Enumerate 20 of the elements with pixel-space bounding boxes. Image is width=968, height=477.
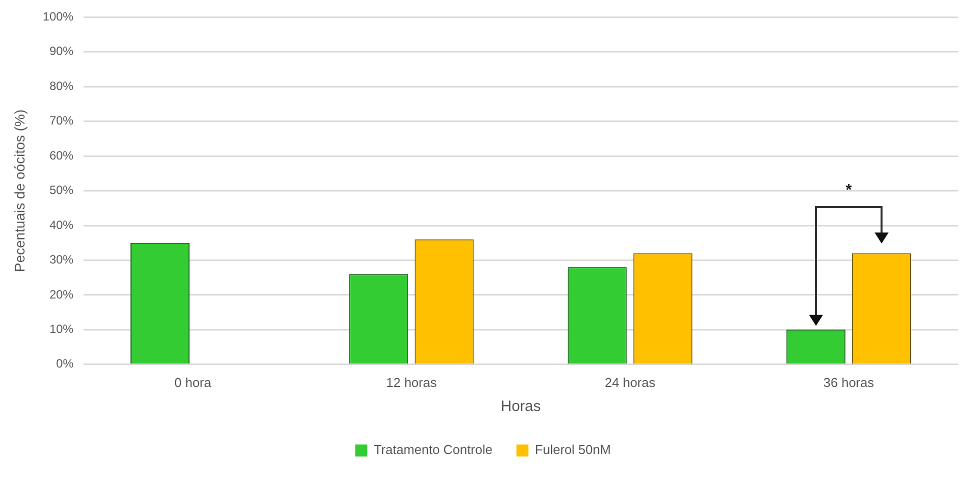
y-tick-label: 30% xyxy=(49,252,74,267)
x-axis-title: Horas xyxy=(500,398,541,416)
y-tick-label: 90% xyxy=(49,44,74,58)
y-tick-label: 10% xyxy=(49,322,74,336)
y-tick-label: 60% xyxy=(49,148,74,162)
y-tick-label: 0% xyxy=(56,356,74,371)
x-tick-label: 36 horas xyxy=(823,374,874,390)
y-tick-label: 100% xyxy=(42,10,74,24)
x-tick-label: 12 horas xyxy=(386,374,438,390)
y-tick-label: 20% xyxy=(49,287,74,302)
legend-label: Tratamento Controle xyxy=(374,442,492,458)
y-axis-title: Pecentuais de oócitos (%) xyxy=(11,109,28,272)
x-tick-label: 0 hora xyxy=(174,374,212,390)
x-tick-label: 24 horas xyxy=(604,374,656,390)
y-tick-label: 50% xyxy=(49,183,74,198)
annotation: * xyxy=(846,182,853,200)
legend-label: Fulerol 50nM xyxy=(534,442,611,458)
y-tick-label: 70% xyxy=(49,114,74,128)
y-tick-label: 40% xyxy=(49,218,74,232)
y-tick-label: 80% xyxy=(49,78,74,93)
